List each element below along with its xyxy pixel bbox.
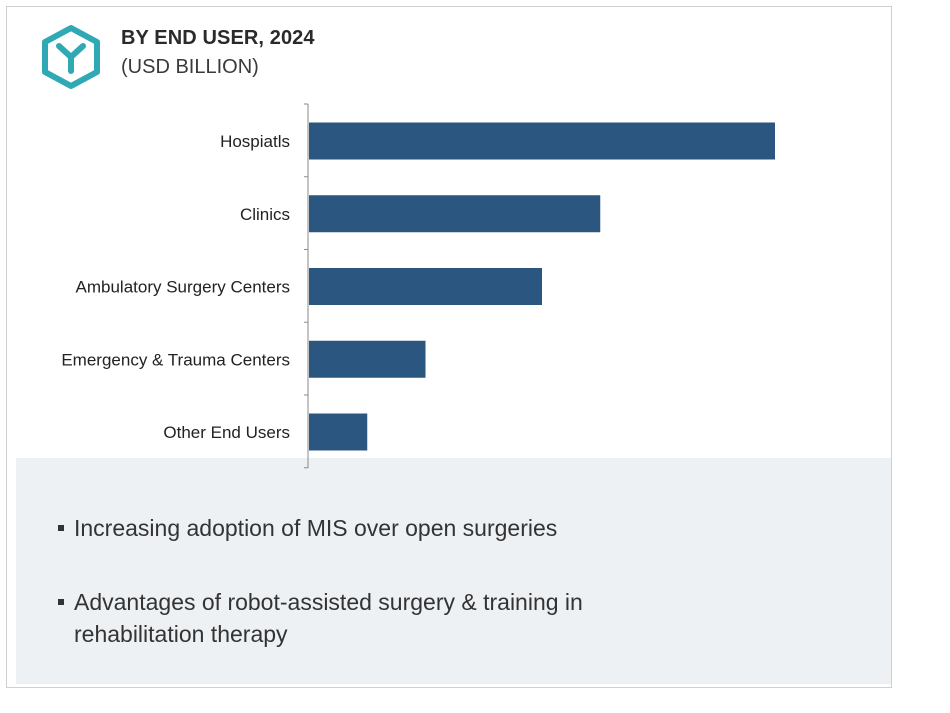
category-label: Clinics	[240, 205, 290, 224]
bar-other-end-users	[309, 413, 368, 451]
bullet-icon	[58, 525, 64, 531]
chart-title: BY END USER, 2024	[121, 27, 315, 49]
chart-subtitle: (USD BILLION)	[121, 56, 259, 78]
y-hexagon-icon	[42, 25, 100, 89]
category-label: Ambulatory Surgery Centers	[76, 278, 290, 297]
bar-hospiatls	[309, 122, 775, 160]
bar-ambulatory-surgery-centers	[309, 268, 542, 305]
note-item: Increasing adoption of MIS over open sur…	[58, 512, 714, 544]
note-item: Advantages of robot-assisted surgery & t…	[58, 586, 714, 650]
bullet-icon	[58, 599, 64, 605]
bar-clinics	[309, 195, 601, 233]
notes-panel: Increasing adoption of MIS over open sur…	[16, 458, 891, 684]
category-label: Hospiatls	[220, 132, 290, 151]
note-text: Advantages of robot-assisted surgery & t…	[74, 589, 583, 647]
bar-emergency-trauma-centers	[309, 340, 426, 378]
note-text: Increasing adoption of MIS over open sur…	[74, 515, 558, 541]
category-label: Other End Users	[163, 423, 290, 442]
category-label: Emergency & Trauma Centers	[61, 350, 290, 369]
